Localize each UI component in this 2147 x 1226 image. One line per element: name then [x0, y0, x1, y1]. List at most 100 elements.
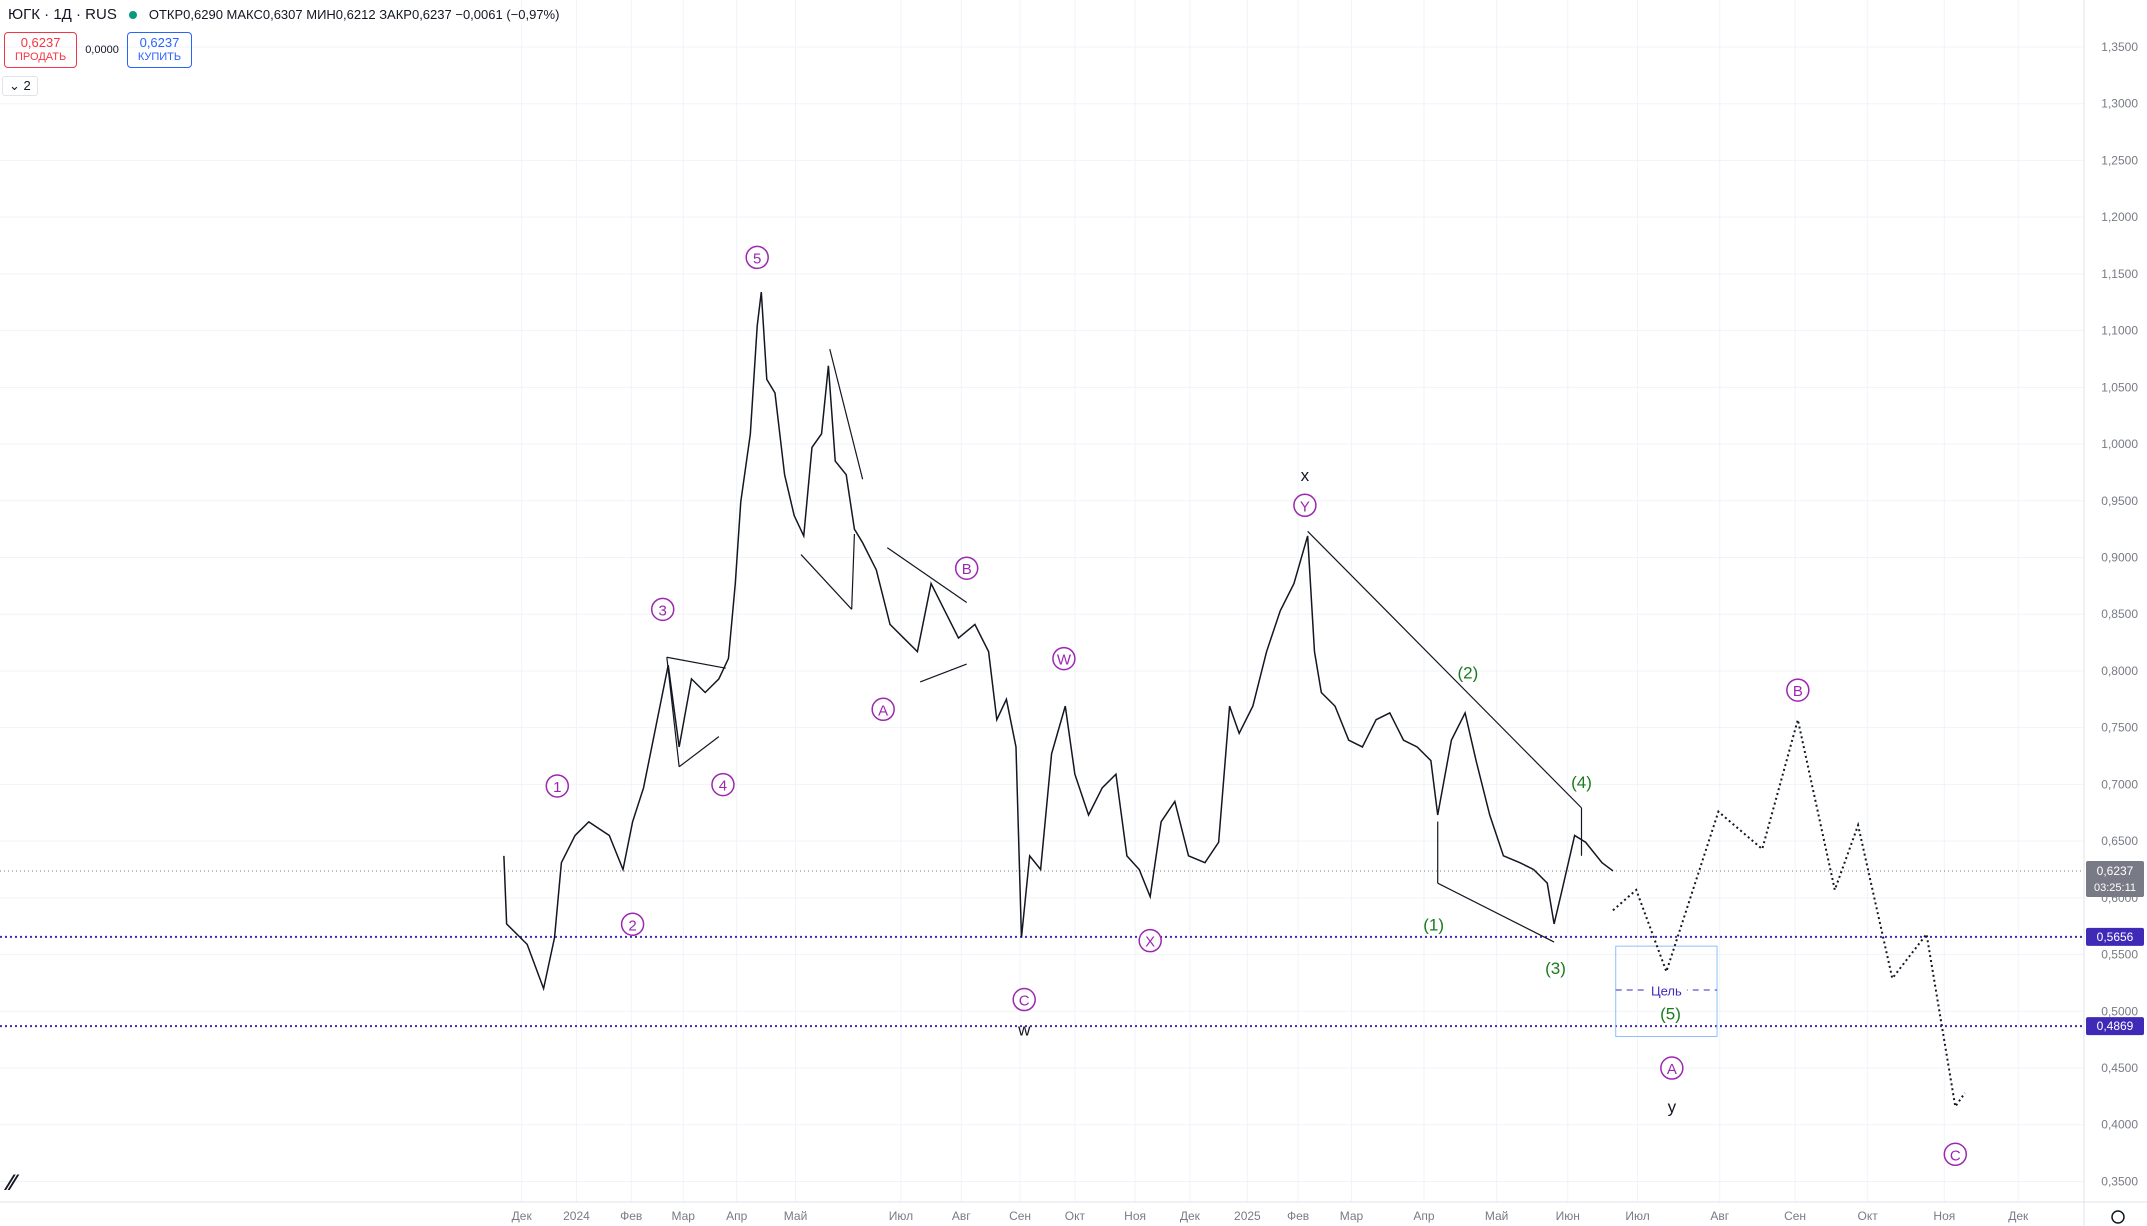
y-tick-label: 0,3500: [2101, 1174, 2138, 1188]
y-tick-label: 0,8000: [2101, 664, 2138, 678]
x-tick-label: Ноя: [1933, 1209, 1955, 1223]
trend-line: [1437, 882, 1555, 943]
trend-line: [666, 657, 680, 767]
x-tick-label: Мар: [672, 1209, 696, 1223]
target-label-bg: [1645, 980, 1687, 1000]
settings-icon: [2111, 1210, 2125, 1224]
y-tick-label: 1,2000: [2101, 210, 2138, 224]
wave-circle: [1012, 987, 1036, 1012]
x-tick-label: Дек: [1180, 1209, 1201, 1223]
wave-label: Y: [1300, 498, 1310, 515]
level-label: 0,5656: [2097, 930, 2134, 944]
y-tick-label: 1,3500: [2101, 40, 2138, 54]
wave-label: B: [962, 561, 972, 578]
trend-line: [886, 547, 968, 603]
y-tick-label: 0,8500: [2101, 607, 2138, 621]
ohlc-item: МАКС0,6307: [226, 7, 303, 22]
target-label: Цель: [1651, 983, 1682, 998]
wave-circle: [871, 697, 895, 722]
wave-label: B: [1793, 683, 1803, 700]
wave-circle: [954, 556, 979, 580]
status-dot: [128, 10, 137, 19]
y-tick-label: 0,6500: [2101, 834, 2138, 848]
price-line: [503, 291, 1614, 992]
wave-circle: [1293, 493, 1317, 518]
buy-label: КУПИТЬ: [137, 51, 182, 63]
sell-button[interactable]: 0,6237 ПРОДАТЬ: [4, 32, 78, 68]
wave-circle: [1138, 928, 1162, 953]
wave-circle: [711, 772, 735, 797]
wave-label: 3: [659, 602, 667, 619]
y-tick-label: 0,9500: [2101, 494, 2138, 508]
wave-label: (1): [1423, 915, 1444, 934]
sell-label: ПРОДАТЬ: [15, 51, 67, 63]
x-tick-label: 2024: [563, 1209, 590, 1223]
y-tick-label: 0,7000: [2101, 777, 2138, 791]
wave-label: (3): [1545, 959, 1566, 978]
x-tick-label: Сен: [1009, 1209, 1031, 1223]
target-box: [1615, 945, 1718, 1038]
y-tick-label: 0,4000: [2101, 1118, 2138, 1132]
x-tick-label: Фев: [620, 1209, 642, 1223]
trend-line: [800, 554, 853, 610]
countdown: 03:25:11: [2094, 882, 2136, 894]
wave-circle: [1052, 646, 1076, 671]
y-tick-label: 0,9000: [2101, 550, 2138, 564]
x-tick-label: 2025: [1234, 1209, 1261, 1223]
wave-label: y: [1668, 1097, 1677, 1116]
trend-line: [919, 663, 967, 683]
indicator-count: 2: [23, 78, 31, 93]
y-tick-label: 0,5500: [2101, 948, 2138, 962]
projection-path: [1612, 719, 1966, 1110]
level-badge: [2086, 1017, 2144, 1036]
wave-circle: [1660, 1056, 1684, 1080]
x-tick-label: Май: [784, 1209, 808, 1223]
y-tick-label: 0,5000: [2101, 1004, 2138, 1018]
x-tick-label: Авг: [952, 1209, 971, 1223]
ohlc: ОТКР0,6290 МАКС0,6307 МИН0,6212 ЗАКР0,62…: [149, 7, 560, 22]
ohlc-item: ОТКР0,6290: [148, 7, 223, 22]
y-tick-label: 1,3000: [2101, 97, 2138, 111]
wave-label: C: [1019, 993, 1030, 1010]
x-tick-label: Апр: [726, 1209, 748, 1223]
trend-line: [829, 349, 864, 480]
buy-button[interactable]: 0,6237 КУПИТЬ: [126, 32, 193, 68]
x-tick-label: Дек: [512, 1209, 533, 1223]
ohlc-change: −0,0061 (−0,97%): [455, 7, 560, 22]
y-tick-label: 0,4500: [2101, 1061, 2138, 1075]
wave-label: 5: [753, 250, 761, 267]
wave-circle: [620, 912, 645, 937]
x-tick-label: Апр: [1413, 1209, 1435, 1223]
last-price-badge: [2086, 860, 2144, 897]
header: ЮГК · 1Д · RUS ОТКР0,6290 МАКС0,6307 МИН…: [8, 6, 559, 23]
wave-label: X: [1145, 934, 1155, 951]
tv-logo: ⁄⁄: [3, 1170, 20, 1195]
x-tick-label: Июн: [1556, 1209, 1580, 1223]
wave-label: A: [878, 702, 888, 719]
last-price-label: 0,6237: [2097, 864, 2134, 878]
sell-price: 0,6237: [20, 35, 61, 50]
wave-label: W: [1057, 652, 1072, 669]
spread: 0,0000: [85, 44, 119, 56]
x-tick-label: Май: [1485, 1209, 1509, 1223]
wave-label: (5): [1660, 1004, 1681, 1023]
x-tick-label: Июл: [889, 1209, 913, 1223]
buy-price: 0,6237: [139, 35, 180, 50]
symbol[interactable]: ЮГК · 1Д · RUS: [8, 6, 117, 23]
indicator-toggle[interactable]: ⌄ 2: [2, 76, 38, 96]
x-tick-label: Окт: [1065, 1209, 1086, 1223]
y-tick-label: 1,0000: [2101, 437, 2138, 451]
x-tick-label: Сен: [1784, 1209, 1806, 1223]
ohlc-item: МИН0,6212: [306, 7, 376, 22]
wave-label: 2: [628, 917, 636, 934]
trend-line: [851, 533, 856, 610]
wave-label: 1: [553, 779, 561, 796]
wave-circle: [545, 774, 570, 798]
x-tick-label: Окт: [1858, 1209, 1879, 1223]
x-tick-label: Дек: [2008, 1209, 2029, 1223]
wave-label: (2): [1457, 663, 1478, 682]
x-tick-label: Мар: [1340, 1209, 1364, 1223]
wave-label: w: [1017, 1021, 1031, 1040]
